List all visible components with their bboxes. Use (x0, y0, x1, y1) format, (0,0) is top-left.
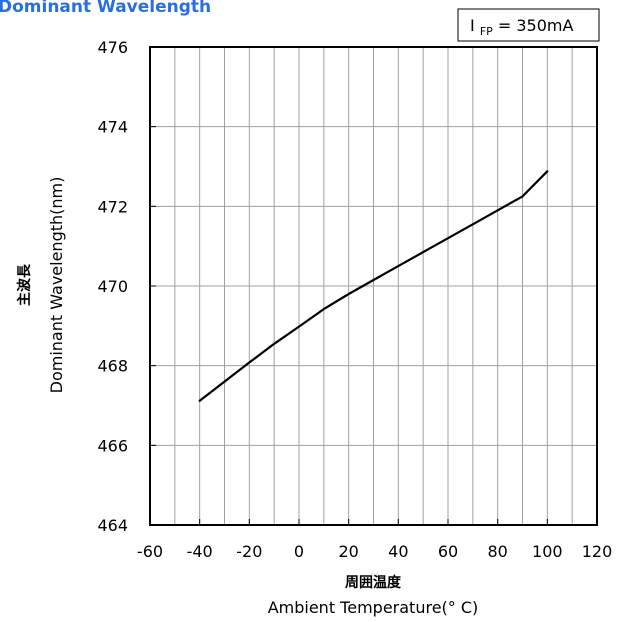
x-tick-label: 60 (438, 542, 458, 561)
x-tick-label: 120 (582, 542, 613, 561)
x-tick-label: 20 (338, 542, 358, 561)
x-tick-label: -40 (187, 542, 213, 561)
annotation-frame (457, 8, 600, 42)
chart-title: Dominant Wavelength (0, 0, 211, 17)
annotation-main: I (470, 16, 475, 35)
y-tick-label: 466 (97, 436, 128, 455)
y-axis-label-jp: 主波長 (16, 263, 33, 306)
annotation-rest: = 350mA (498, 16, 574, 35)
annotation-box: I FP = 350mA (457, 8, 600, 42)
y-tick-label: 464 (97, 516, 128, 535)
series-group (198, 170, 549, 402)
svg-text:I FP = 350mA: I FP = 350mA (470, 16, 573, 39)
plot-area-frame (149, 46, 598, 526)
x-tick-label: 40 (388, 542, 408, 561)
y-tick-label: 470 (97, 277, 128, 296)
x-tick-label: -60 (137, 542, 163, 561)
x-tick-label: 0 (294, 542, 304, 561)
tick-labels: -60 -40 -20 0 20 40 60 80 100 120 464 466 468 470 472 4… (97, 38, 612, 561)
x-axis-label: Ambient Temperature(° C) (268, 598, 479, 617)
y-tick-label: 472 (97, 197, 128, 216)
x-tick-label: 100 (532, 542, 563, 561)
y-tick-label: 476 (97, 38, 128, 57)
x-tick-label: 80 (487, 542, 507, 561)
annotation-subscript: FP (480, 25, 493, 38)
x-axis-label-jp: 周囲温度 (345, 574, 402, 591)
y-tick-label: 468 (97, 357, 128, 376)
grid (150, 47, 597, 525)
series-line (198, 170, 549, 402)
x-tick-label: -20 (236, 542, 262, 561)
y-axis-label: Dominant Wavelength(nm) (47, 177, 66, 394)
y-tick-label: 474 (97, 118, 128, 137)
